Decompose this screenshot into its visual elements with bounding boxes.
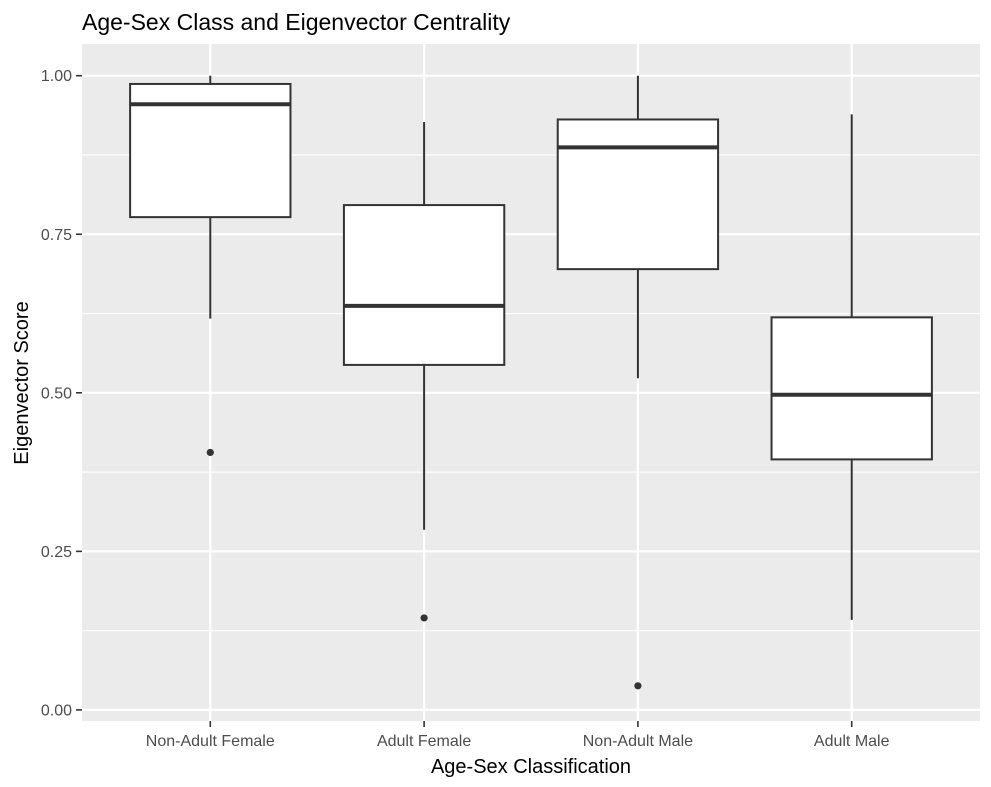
box-series	[129, 75, 933, 690]
y-tick-label: 0.00	[41, 702, 72, 719]
outlier-point	[420, 614, 428, 622]
box-group	[342, 122, 506, 622]
box-iqr	[770, 316, 933, 461]
x-tick-label: Non-Adult Female	[146, 733, 275, 750]
box-group	[770, 114, 933, 620]
y-tick-label: 0.25	[41, 544, 72, 561]
y-axis: 0.00 0.25 0.50 0.75 1.00	[41, 68, 82, 719]
y-axis-title: Eigenvector Score	[11, 301, 33, 464]
x-axis: Non-Adult Female Adult Female Non-Adult Ma…	[146, 721, 890, 750]
x-tick-label: Non-Adult Male	[583, 733, 693, 750]
outlier-point	[634, 682, 642, 690]
x-tick-label: Adult Male	[814, 733, 890, 750]
y-tick-label: 0.75	[41, 227, 72, 244]
y-tick-label: 1.00	[41, 68, 72, 85]
chart-title: Age-Sex Class and Eigenvector Centrality	[82, 9, 511, 35]
box-iqr	[342, 204, 506, 366]
x-axis-title: Age-Sex Classification	[431, 756, 631, 778]
box-iqr	[556, 118, 720, 271]
box-group	[556, 75, 720, 690]
box-group	[129, 75, 292, 457]
outlier-point	[206, 448, 214, 457]
x-tick-label: Adult Female	[377, 733, 471, 750]
y-tick-label: 0.50	[41, 385, 72, 402]
